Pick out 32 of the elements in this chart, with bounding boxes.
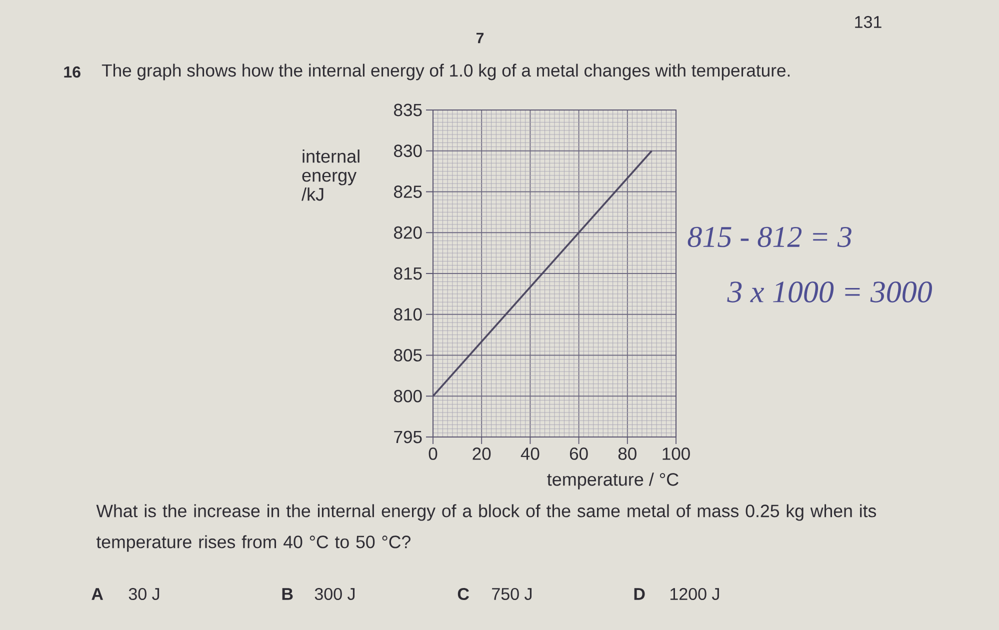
y-tick-label: 830: [394, 144, 422, 158]
y-tick-label: 805: [394, 349, 422, 362]
x-tick-label: 100: [662, 448, 690, 460]
x-tick-label: 40: [520, 448, 540, 460]
y-tick-label: 810: [394, 308, 422, 321]
y-tick-label: 825: [394, 186, 422, 198]
text: 1200 J: [670, 588, 719, 600]
y-tick-label: 835: [394, 104, 422, 116]
x-axis-title: temperature / °C: [547, 472, 678, 490]
text: 16: [64, 66, 80, 78]
text: A: [92, 588, 104, 600]
y-tick-label: 800: [394, 390, 422, 402]
x-tick-label: 20: [472, 448, 491, 460]
text: 815 - 812 = 3: [688, 226, 852, 248]
x-tick-label: 0: [428, 448, 438, 460]
text: 300 J: [314, 588, 355, 600]
chart-title: The graph shows how the internal energy of 1.0 kg of a metal changes with temperature.: [102, 64, 790, 80]
y-axis-title: internal energy /kJ: [302, 150, 360, 201]
text: 30 J: [128, 588, 160, 600]
x-tick-label: 60: [570, 448, 588, 460]
text: B: [282, 588, 293, 600]
text: D: [634, 588, 645, 600]
text: 3 x 1000 = 3000: [727, 282, 932, 302]
y-tick-label: 795: [394, 430, 422, 444]
text: What is the increase in the internal energy of a block of the same metal of mass 0.25 kg when its temperature rises from 40 °C to 50 °C?: [96, 504, 876, 552]
text: 131: [855, 16, 882, 28]
text: 7: [476, 32, 484, 44]
text: 750 J: [492, 588, 532, 600]
x-tick-label: 80: [618, 448, 636, 460]
text: C: [458, 588, 470, 600]
y-tick-label: 820: [394, 226, 422, 239]
y-tick-label: 815: [394, 267, 422, 280]
